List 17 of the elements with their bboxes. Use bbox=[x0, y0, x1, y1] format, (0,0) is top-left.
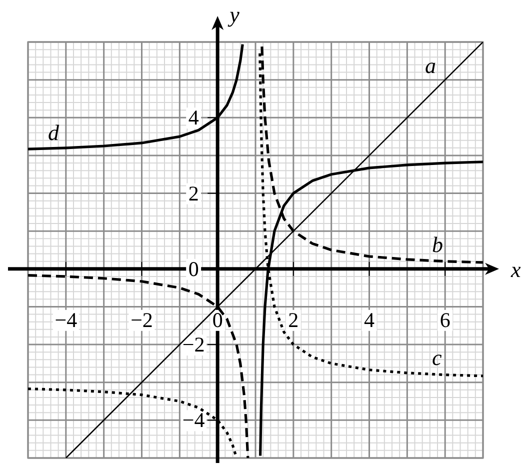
x-tick-label: −4 bbox=[54, 308, 78, 332]
x-axis-title: x bbox=[510, 256, 521, 282]
y-axis-title: y bbox=[228, 2, 240, 27]
series-label: a bbox=[425, 53, 436, 78]
y-tick-label: −4 bbox=[182, 408, 206, 432]
series-label: b bbox=[432, 232, 443, 257]
x-tick-label: 0 bbox=[212, 308, 223, 332]
y-tick-label: 0 bbox=[188, 256, 199, 281]
y-tick-label: 4 bbox=[188, 106, 200, 130]
x-tick-label: 6 bbox=[440, 308, 450, 332]
x-tick-label: 2 bbox=[288, 308, 299, 332]
x-tick-label: −2 bbox=[130, 308, 153, 332]
x-tick-label: 4 bbox=[364, 308, 375, 332]
y-tick-label: −2 bbox=[182, 332, 205, 357]
series-label: d bbox=[48, 120, 60, 145]
y-tick-label: 2 bbox=[188, 181, 199, 206]
series-label: c bbox=[432, 345, 442, 370]
